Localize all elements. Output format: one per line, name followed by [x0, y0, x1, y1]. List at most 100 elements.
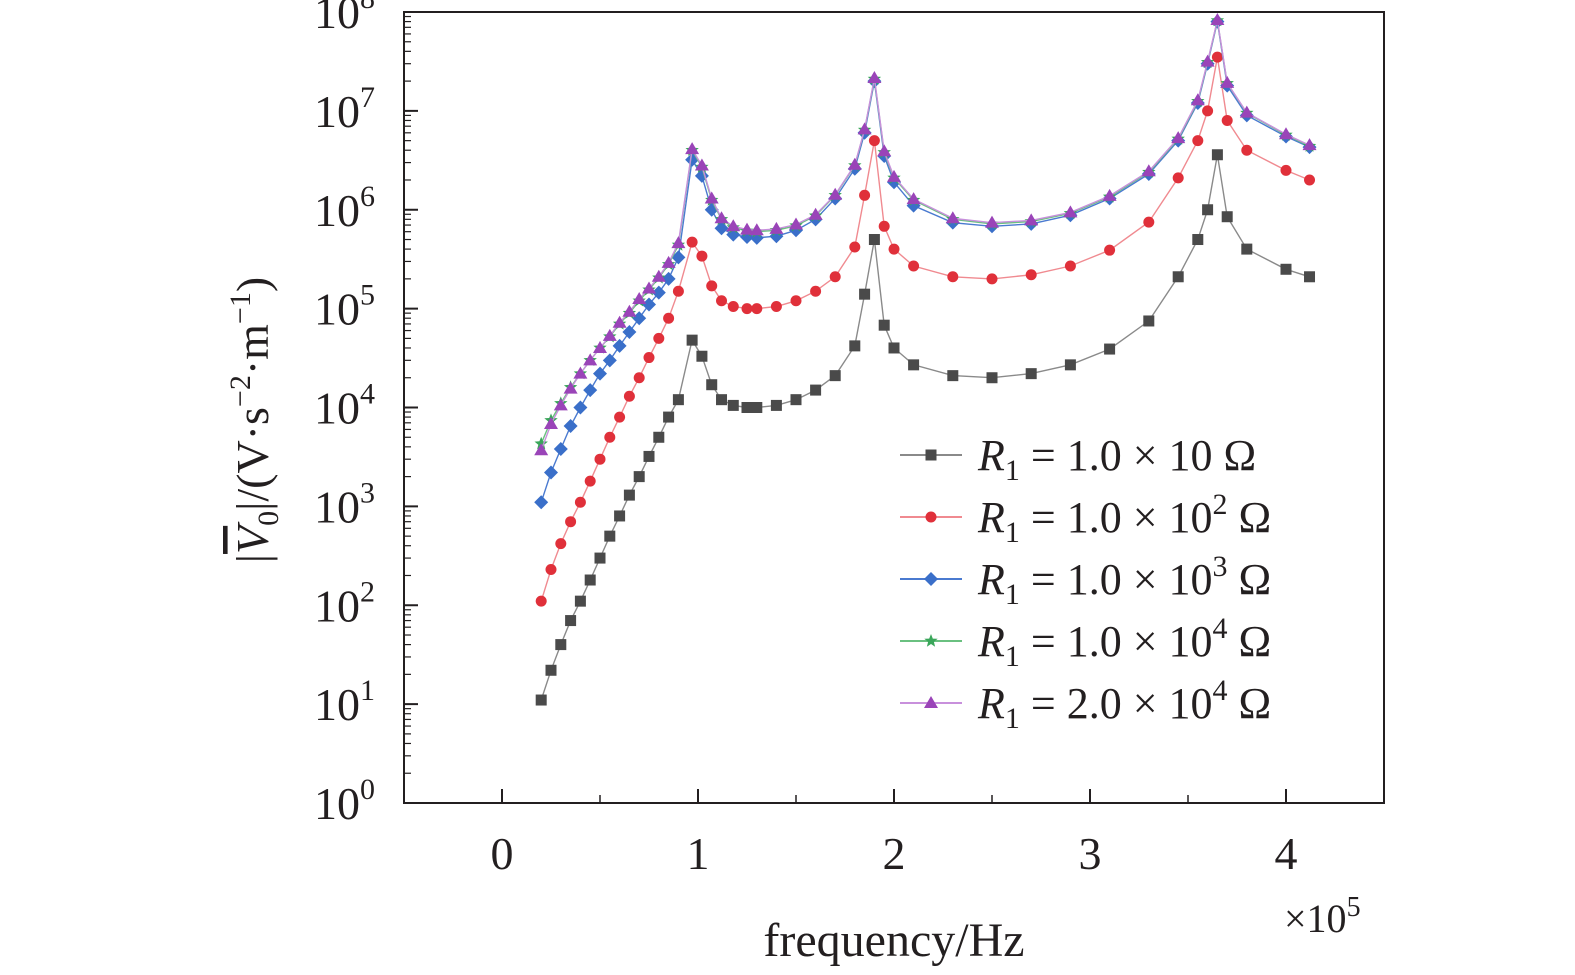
data-point	[574, 496, 586, 508]
data-point	[651, 269, 666, 282]
data-point	[1064, 260, 1076, 272]
data-point	[868, 234, 880, 246]
data-point	[661, 271, 676, 286]
data-point	[653, 332, 665, 344]
legend-entry: R1 = 2.0 × 104 Ω	[900, 674, 1271, 735]
data-point	[716, 394, 728, 406]
data-point	[1024, 213, 1039, 226]
data-point	[604, 431, 616, 443]
data-point	[1280, 164, 1292, 176]
data-point	[1192, 135, 1204, 147]
data-point	[1241, 243, 1253, 255]
data-point	[583, 383, 598, 398]
data-point	[1304, 271, 1316, 283]
data-point	[643, 450, 655, 462]
x-tick-label: 2	[883, 828, 906, 879]
data-point	[1279, 127, 1293, 140]
y-tick-label: 103	[314, 476, 375, 532]
data-point	[1200, 54, 1215, 67]
data-point	[867, 71, 882, 84]
data-point	[947, 370, 959, 382]
data-point	[859, 288, 871, 300]
data-point	[1221, 114, 1233, 126]
series-line	[540, 56, 1310, 602]
data-point	[1211, 51, 1223, 63]
data-point	[1239, 105, 1254, 118]
data-point	[727, 399, 739, 411]
data-point	[1102, 188, 1117, 201]
legend-label: R1 = 2.0 × 104 Ω	[977, 674, 1271, 735]
data-point	[877, 144, 892, 157]
data-point	[555, 538, 567, 550]
data-point	[545, 664, 557, 676]
data-point	[986, 273, 998, 285]
data-point	[857, 122, 872, 135]
data-point	[602, 328, 617, 341]
data-point	[694, 158, 709, 171]
data-point	[908, 359, 920, 371]
series-line	[540, 154, 1310, 701]
data-point	[686, 236, 698, 248]
legend-label: R1 = 1.0 × 10 Ω	[977, 431, 1256, 487]
y-axis-title: |V0|/(V·s−2·m−1)	[224, 277, 285, 563]
y-tick-label: 106	[314, 180, 375, 236]
legend-marker	[925, 449, 937, 461]
data-point	[535, 694, 547, 706]
data-point	[1143, 216, 1155, 228]
data-point	[544, 465, 558, 480]
data-point	[1025, 269, 1037, 281]
legend-label: R1 = 1.0 × 103 Ω	[977, 550, 1271, 611]
legend-label: R1 = 1.0 × 102 Ω	[977, 488, 1271, 549]
data-point	[696, 250, 708, 262]
data-point	[741, 303, 753, 315]
data-point	[727, 301, 739, 313]
data-point	[1202, 204, 1214, 216]
y-tick-label: 105	[314, 279, 375, 335]
data-point	[740, 222, 754, 235]
data-point	[563, 418, 578, 433]
data-point	[1063, 205, 1078, 218]
data-point	[810, 384, 822, 396]
x-tick-label: 4	[1275, 828, 1298, 879]
data-point	[622, 325, 637, 340]
data-point	[868, 135, 880, 147]
data-point	[808, 207, 823, 220]
data-point	[593, 366, 607, 381]
data-point	[574, 595, 586, 607]
legend-marker	[924, 634, 938, 647]
data-point	[810, 285, 822, 297]
data-point	[671, 236, 686, 249]
x-axis-title: frequency/Hz	[763, 914, 1024, 967]
data-point	[623, 390, 635, 402]
series-5	[534, 13, 1317, 456]
data-point	[565, 516, 577, 528]
data-point	[584, 475, 596, 487]
data-point	[545, 563, 557, 575]
data-point	[741, 402, 753, 413]
data-point	[663, 411, 675, 423]
data-point	[553, 442, 568, 457]
legend-entry: R1 = 1.0 × 10 Ω	[900, 431, 1256, 487]
series-line	[540, 20, 1310, 444]
data-point	[534, 436, 548, 450]
data-point	[686, 334, 698, 346]
data-point	[632, 292, 647, 305]
data-point	[1025, 368, 1037, 380]
y-tick-label: 101	[314, 674, 375, 730]
data-point	[1192, 234, 1204, 246]
data-point	[1172, 172, 1184, 184]
data-point	[1302, 138, 1317, 151]
data-point	[535, 595, 547, 607]
data-point	[555, 639, 567, 651]
data-point	[789, 217, 803, 230]
data-point	[672, 394, 684, 406]
data-point	[878, 319, 890, 331]
data-point	[985, 215, 999, 228]
y-tick-label: 102	[314, 575, 375, 631]
legend-entry: R1 = 1.0 × 104 Ω	[900, 612, 1271, 673]
data-point	[790, 295, 802, 307]
data-point	[696, 350, 708, 362]
axis-titles: frequency/Hz |V0|/(V·s−2·m−1)	[224, 277, 1025, 967]
data-point	[714, 221, 729, 236]
data-point	[653, 431, 665, 443]
